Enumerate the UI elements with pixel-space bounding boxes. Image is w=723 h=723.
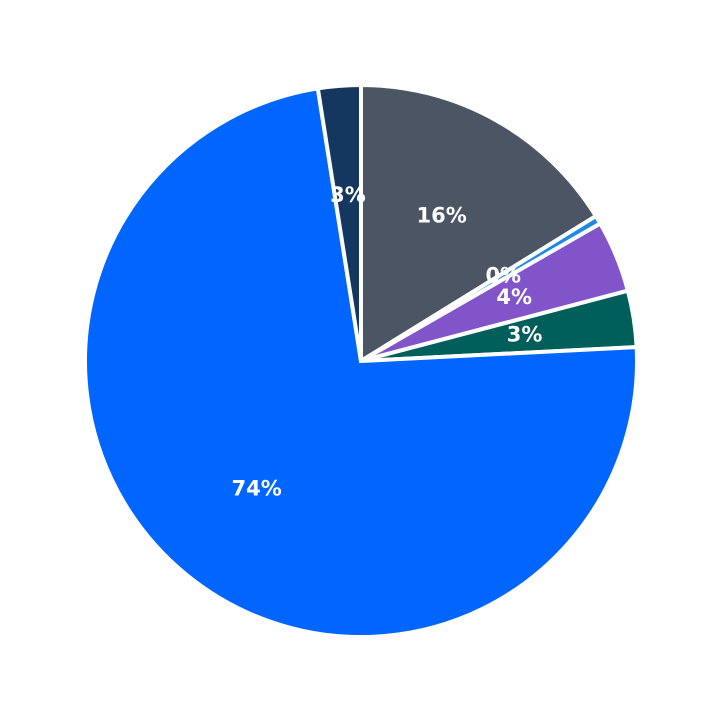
pie-slice-0 bbox=[359, 82, 599, 365]
pie-slice-label-4: 74% bbox=[232, 477, 282, 501]
pie-slice-label-1: 0% bbox=[485, 263, 521, 287]
labels-layer: 16% 0%4% 3% 74% 3% bbox=[232, 183, 543, 501]
pie-slice-label-3: 3% bbox=[507, 323, 543, 347]
pie-slice-4 bbox=[83, 86, 639, 639]
pie-slice-label-5: 3% bbox=[330, 183, 366, 207]
pie-slice-label-2: 4% bbox=[496, 285, 532, 309]
pie-slice-label-0: 16% bbox=[417, 203, 467, 227]
slices-layer bbox=[83, 82, 639, 639]
pie-slice-5 bbox=[315, 82, 363, 362]
